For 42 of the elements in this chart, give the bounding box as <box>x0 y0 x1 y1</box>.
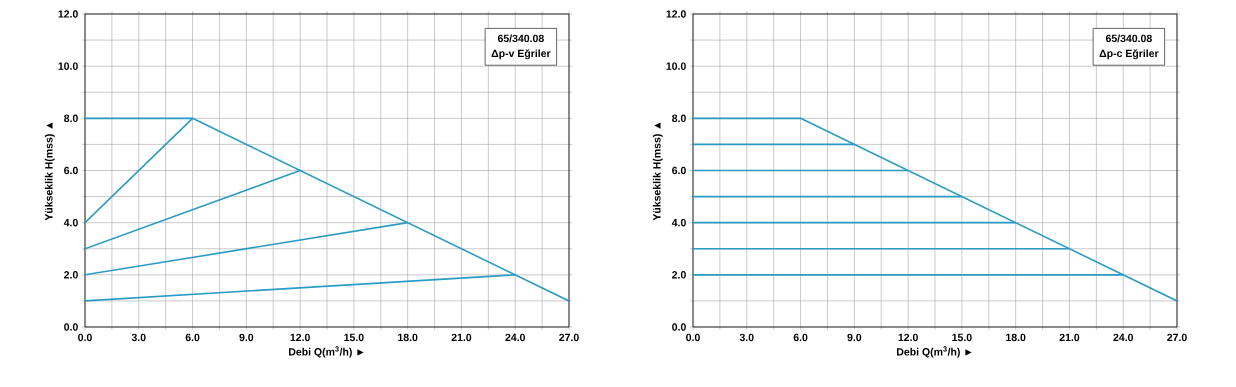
y-tick-label: 8.0 <box>672 114 686 123</box>
y-tick-label: 2.0 <box>672 271 686 279</box>
x-tick-label: 27.0 <box>1167 333 1187 342</box>
annotation: Δp-c Eğriler <box>1099 49 1159 60</box>
x-tick-label: 15.0 <box>952 333 972 342</box>
y-tick-label: 10.0 <box>666 62 686 70</box>
annotation: 65/340.08 <box>497 34 544 43</box>
x-tick-label: 9.0 <box>239 333 254 342</box>
x-tick-label: 24.0 <box>1113 333 1134 342</box>
x-tick-label: 21.0 <box>1059 333 1080 342</box>
y-tick-label: 0.0 <box>672 323 686 331</box>
x-tick-label: 27.0 <box>559 333 579 342</box>
annotation: Δp-v Eğriler <box>491 49 551 60</box>
x-tick-label: 0.0 <box>686 333 700 342</box>
y-axis-title: Yükseklik H(mss) ▲ <box>44 122 55 221</box>
x-tick-label: 18.0 <box>398 333 418 342</box>
x-tick-label: 24.0 <box>505 333 526 342</box>
y-tick-label: 4.0 <box>63 218 78 227</box>
y-tick-label: 12.0 <box>666 10 686 18</box>
x-tick-label: 12.0 <box>898 333 918 342</box>
x-tick-label: 3.0 <box>739 333 754 342</box>
y-tick-label: 2.0 <box>64 271 78 279</box>
annotation: 65/340.08 <box>1105 34 1152 43</box>
y-tick-label: 6.0 <box>672 166 686 175</box>
x-tick-label: 21.0 <box>451 333 472 342</box>
y-tick-label: 8.0 <box>64 114 78 123</box>
x-tick-label: 6.0 <box>793 333 808 342</box>
y-tick-label: 0.0 <box>64 323 78 331</box>
y-axis-title: Yükseklik H(mss) ▲ <box>652 122 663 221</box>
x-axis-title: Debi Q(m$^{3}$/h) ► <box>289 346 364 358</box>
y-tick-label: 4.0 <box>671 218 686 227</box>
y-tick-label: 6.0 <box>64 166 78 175</box>
x-tick-label: 9.0 <box>847 333 862 342</box>
x-tick-label: 15.0 <box>344 333 364 342</box>
y-tick-label: 12.0 <box>58 10 78 18</box>
x-tick-label: 18.0 <box>1006 333 1026 342</box>
x-axis-title: Debi Q(m$^{3}$/h) ► <box>897 346 972 358</box>
x-tick-label: 0.0 <box>78 333 92 342</box>
x-tick-label: 3.0 <box>131 333 146 342</box>
y-tick-label: 10.0 <box>58 62 78 70</box>
x-tick-label: 6.0 <box>185 333 200 342</box>
x-tick-label: 12.0 <box>290 333 310 342</box>
